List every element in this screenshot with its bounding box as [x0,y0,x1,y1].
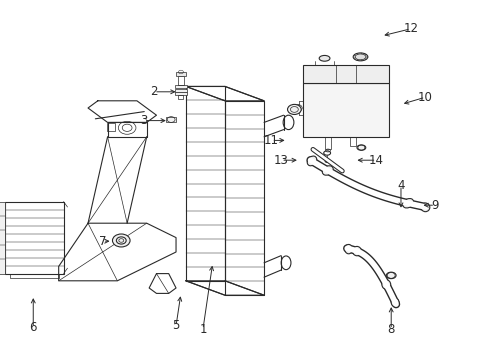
Bar [303,65,388,83]
Bar [324,137,331,149]
Ellipse shape [344,244,352,254]
Bar [10,274,59,278]
Bar [178,95,183,99]
Bar [176,72,185,76]
Bar [106,123,115,131]
Text: 8: 8 [386,323,394,336]
Text: 1: 1 [199,323,206,336]
Ellipse shape [420,203,429,212]
Text: 3: 3 [140,114,148,127]
Text: 5: 5 [172,319,180,332]
Bar [175,92,186,95]
Bar [175,89,186,92]
Text: 12: 12 [403,22,417,35]
Text: 10: 10 [417,91,432,104]
Ellipse shape [381,280,390,289]
Text: 11: 11 [264,134,278,147]
Bar [349,137,355,146]
Circle shape [112,234,130,247]
Bar [0,202,5,274]
Text: 14: 14 [368,154,383,167]
Circle shape [287,104,301,114]
Text: 9: 9 [430,199,438,212]
Bar [178,76,183,85]
Text: 2: 2 [150,85,158,98]
Text: 7: 7 [99,235,106,248]
Ellipse shape [352,246,361,256]
Bar [175,85,186,88]
Ellipse shape [386,272,395,279]
Ellipse shape [390,298,398,307]
Ellipse shape [319,55,329,61]
Bar [5,202,63,274]
Ellipse shape [402,198,413,208]
Ellipse shape [356,145,365,150]
Bar [303,83,388,137]
Text: 13: 13 [273,154,288,167]
Ellipse shape [352,53,367,61]
Ellipse shape [306,156,316,166]
Text: 4: 4 [396,179,404,192]
Text: 6: 6 [29,321,37,334]
Bar [166,117,176,122]
Ellipse shape [322,166,332,175]
